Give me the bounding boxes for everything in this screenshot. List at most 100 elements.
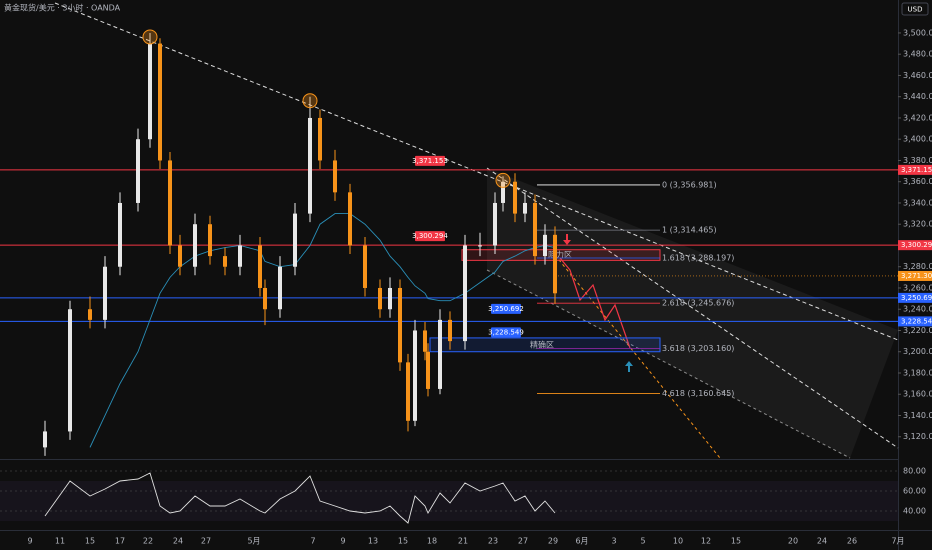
x-tick-label: 15 — [398, 537, 408, 546]
x-tick-label: 5月 — [247, 537, 260, 546]
candle-body — [378, 287, 382, 310]
y-tick-label: 3,140.00 — [903, 411, 932, 420]
level-tag — [415, 231, 445, 242]
axis-tag — [898, 240, 932, 251]
peak-marker — [495, 172, 511, 188]
candle-body — [238, 245, 242, 267]
currency: USD — [908, 6, 923, 14]
y-tick-label: 3,260.00 — [903, 283, 932, 292]
x-tick-label: 15 — [731, 537, 741, 546]
x-tick-label: 9 — [27, 537, 32, 546]
rsi-tick-label: 80.00 — [903, 467, 926, 476]
last-price-label: 3,271.30 — [901, 272, 932, 280]
x-tick-label: 12 — [701, 537, 711, 546]
candle-body — [363, 245, 367, 288]
candle-body — [501, 181, 505, 203]
y-tick-label: 3,420.00 — [903, 113, 932, 122]
zone — [461, 249, 661, 261]
x-tick-label: 27 — [201, 537, 211, 546]
trend-line — [486, 167, 899, 449]
x-tick-label: 29 — [548, 537, 558, 546]
candle-body — [193, 224, 197, 267]
candle-body — [178, 245, 182, 267]
fib-label: 0 (3,356.981) — [662, 180, 717, 189]
x-tick-label: 10 — [673, 537, 683, 546]
candle-body — [513, 181, 517, 214]
y-tick-label: 3,240.00 — [903, 305, 932, 314]
channel — [487, 168, 898, 458]
level-tag — [491, 303, 521, 314]
candle-body — [68, 309, 72, 432]
candle-body — [448, 319, 452, 342]
candle-body — [263, 287, 267, 310]
x-tick-label: 22 — [143, 537, 153, 546]
candle-body — [543, 234, 547, 257]
candle-body — [88, 309, 92, 320]
rsi-tick-label: 40.00 — [903, 507, 926, 516]
candle-body — [136, 139, 140, 203]
y-tick-label: 3,380.00 — [903, 156, 932, 165]
candle-body — [523, 202, 527, 214]
candle-body — [158, 43, 162, 161]
x-tick-label: 20 — [788, 537, 798, 546]
axis-tag-label: 3,300.294 — [901, 241, 932, 249]
level-tag-label: 3,250.692 — [488, 305, 524, 313]
level-tag-label: 3,300.294 — [412, 232, 448, 240]
candle-body — [478, 245, 482, 247]
axis-tag — [898, 164, 932, 175]
fib-label: 3.618 (3,203.160) — [662, 344, 734, 353]
up-arrow — [625, 361, 633, 372]
y-tick-label: 3,180.00 — [903, 368, 932, 377]
candle-body — [148, 43, 152, 140]
candle-body — [423, 330, 427, 352]
candle-body — [333, 160, 337, 193]
x-tick-label: 7 — [310, 537, 315, 546]
candle-body — [118, 202, 122, 267]
candle-body — [168, 160, 172, 246]
rsi-line — [44, 472, 556, 524]
x-tick-label: 13 — [368, 537, 378, 546]
trend-line — [486, 269, 851, 459]
candle-body — [406, 362, 410, 421]
candle-body — [413, 330, 417, 421]
y-tick-label: 3,320.00 — [903, 220, 932, 229]
x-tick-label: 5 — [640, 537, 645, 546]
x-tick-label: 17 — [115, 537, 125, 546]
x-tick-label: 3 — [611, 537, 616, 546]
zone-label: 精确区 — [530, 339, 554, 349]
y-tick-label: 3,160.00 — [903, 390, 932, 399]
candle-body — [463, 245, 467, 342]
candle-body — [208, 224, 212, 257]
rsi-tick-label: 60.00 — [903, 487, 926, 496]
fib-label: 2.618 (3,245.676) — [662, 299, 734, 308]
peak-marker — [142, 29, 158, 45]
x-tick-label: 27 — [518, 537, 528, 546]
x-tick-label: 18 — [427, 537, 437, 546]
axis-tag-label: 3,371.153 — [901, 166, 932, 174]
x-tick-label: 7月 — [891, 537, 904, 546]
level-tag-label: 3,371.153 — [412, 157, 448, 165]
candle-body — [308, 117, 312, 214]
x-tick-label: 9 — [340, 537, 345, 546]
x-tick-label: 23 — [488, 537, 498, 546]
x-tick-label: 24 — [173, 537, 183, 546]
y-tick-label: 3,360.00 — [903, 177, 932, 186]
candle-body — [426, 351, 430, 389]
candle-body — [223, 256, 227, 267]
trend-line — [554, 254, 721, 459]
axis-tag-label: 3,250.692 — [901, 294, 932, 302]
fib-label: 1 (3,314.465) — [662, 226, 717, 235]
candle-body — [398, 287, 402, 363]
candle-body — [493, 202, 497, 246]
zone-label: 阻力区 — [548, 250, 572, 260]
y-tick-label: 3,400.00 — [903, 135, 932, 144]
fib-label: 4.618 (3,160.645) — [662, 389, 734, 398]
y-tick-label: 3,440.00 — [903, 92, 932, 101]
projection-arrow — [559, 257, 631, 349]
currency-box — [901, 2, 929, 16]
level-tag-label: 3,228.549 — [488, 328, 524, 336]
candle-body — [43, 431, 47, 448]
y-tick-label: 3,460.00 — [903, 71, 932, 80]
candle-body — [103, 266, 107, 320]
x-tick-label: 15 — [85, 537, 95, 546]
